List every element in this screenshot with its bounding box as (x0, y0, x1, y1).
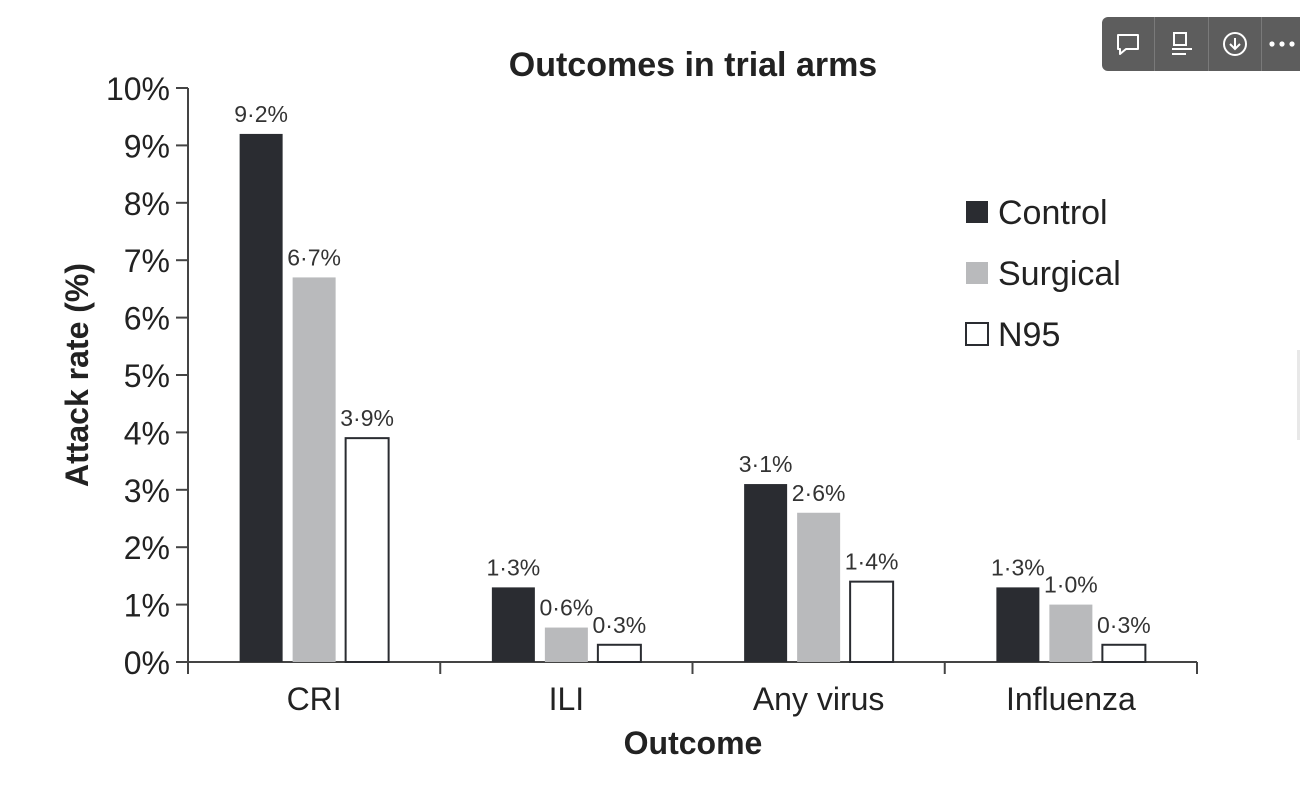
bar-surgical-ili (544, 627, 588, 662)
bars-group: 9·2%6·7%3·9%1·3%0·6%0·3%3·1%2·6%1·4% 1·3%… (234, 101, 1151, 664)
bar-surgical-any-virus (797, 512, 841, 662)
download-icon (1223, 32, 1248, 56)
data-label: 0·3% (593, 612, 647, 638)
download-button[interactable] (1209, 17, 1263, 71)
data-label: 3·9% (340, 405, 394, 431)
more-options-icon (1269, 41, 1295, 47)
axes: 0% 1% 2% 3% 4% 5% 6% 7% 8% 9% 10% CRI ILI Any virus In… (106, 71, 1198, 717)
figure-toolbar (1102, 17, 1300, 71)
legend-swatch-control (966, 201, 988, 223)
y-tick-label: 0% (124, 645, 170, 681)
bar-n95-cri (344, 437, 390, 664)
y-axis-label: Attack rate (%) (59, 263, 95, 487)
bar-surgical-influenza (1049, 604, 1093, 662)
caption-button[interactable] (1155, 17, 1209, 71)
bar-control-ili (491, 587, 535, 662)
bar-n95-any-virus (849, 580, 895, 664)
y-tick-label: 8% (124, 186, 170, 222)
legend-swatch-n95 (965, 322, 989, 346)
bar-n95-ili (596, 643, 642, 664)
data-label: 0·3% (1097, 612, 1151, 638)
data-label: 2·6% (792, 480, 846, 506)
y-tick-label: 4% (124, 415, 170, 451)
comment-icon (1117, 34, 1140, 55)
data-label: 6·7% (287, 244, 341, 270)
x-tick-label: CRI (287, 681, 342, 717)
y-tick-label: 3% (124, 473, 170, 509)
y-tick-label: 7% (124, 243, 170, 279)
caption-icon (1171, 32, 1192, 55)
bar-n95-influenza (1101, 643, 1147, 664)
comment-button[interactable] (1102, 17, 1156, 71)
bar-surgical-cri (292, 277, 336, 662)
data-label: 1·4% (845, 549, 899, 575)
more-options-button[interactable] (1262, 17, 1300, 71)
y-tick-label: 1% (124, 588, 170, 624)
legend-swatch-surgical (966, 262, 988, 284)
y-tick-label: 10% (106, 71, 170, 107)
data-label: 3·1% (739, 451, 793, 477)
bar-control-any-virus (744, 484, 788, 662)
data-label: 9·2% (234, 101, 288, 127)
data-label: 0·6% (540, 595, 594, 621)
data-label: 1·3% (487, 554, 541, 580)
x-tick-label: Any virus (753, 681, 885, 717)
legend-label-n95: N95 (998, 316, 1060, 354)
data-label: 1·3% (991, 554, 1045, 580)
edge-marker (1297, 350, 1300, 440)
bar-control-influenza (996, 587, 1040, 662)
y-tick-label: 9% (124, 128, 170, 164)
bar-control-cri (239, 133, 283, 663)
y-tick-label: 2% (124, 530, 170, 566)
data-label: 1·0% (1044, 572, 1098, 598)
x-tick-label: Influenza (1006, 681, 1136, 717)
y-tick-label: 5% (124, 358, 170, 394)
x-axis-label: Outcome (624, 725, 763, 761)
legend: Control Surgical N95 (965, 194, 1121, 354)
legend-label-surgical: Surgical (998, 255, 1121, 293)
y-tick-label: 6% (124, 301, 170, 337)
legend-label-control: Control (998, 194, 1108, 232)
chart-title: Outcomes in trial arms (509, 46, 877, 84)
x-tick-label: ILI (549, 681, 585, 717)
